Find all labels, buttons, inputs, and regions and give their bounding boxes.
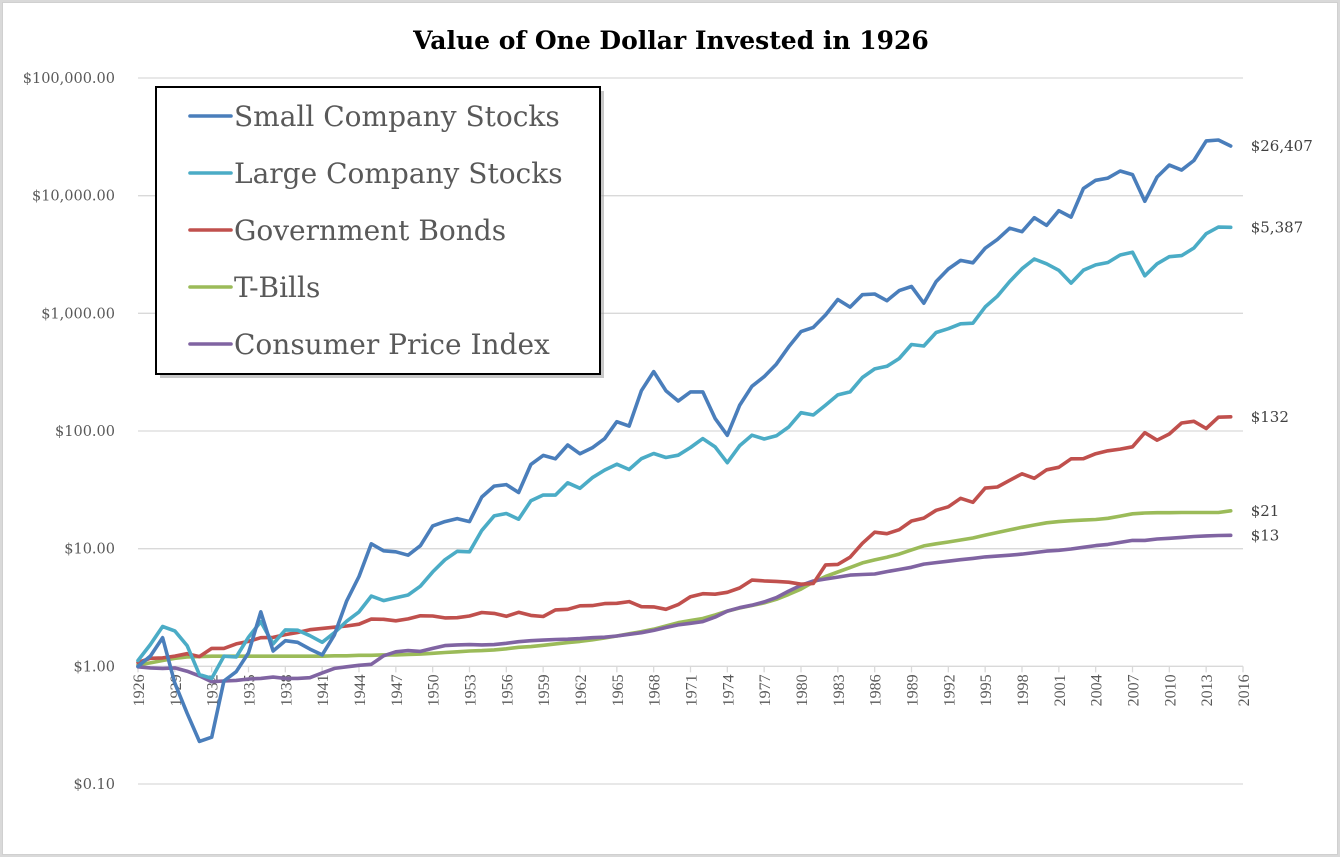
x-tick-label: 1989	[905, 674, 922, 706]
x-tick-label: 2004	[1089, 674, 1106, 706]
y-axis-labels: $100,000.00 $10,000.00 $1,000.00 $100.00 $10…	[23, 71, 115, 793]
y-tick-label: $10.00	[64, 542, 115, 558]
x-tick-label: 2010	[1162, 674, 1179, 706]
series-line-small-company-stocks	[136, 138, 1233, 744]
legend-label: T-Bills	[234, 271, 320, 304]
series-line-government-bonds	[136, 414, 1233, 665]
x-tick-label: 1965	[610, 674, 627, 706]
y-tick-label: $1,000.00	[41, 306, 115, 322]
legend-label: Government Bonds	[234, 214, 506, 247]
legend-label: Consumer Price Index	[234, 328, 550, 361]
y-tick-label: $100.00	[55, 424, 115, 440]
x-tick-label: 1935	[242, 674, 259, 706]
legend: Small Company Stocks Large Company Stocks…	[155, 86, 604, 378]
x-tick-label: 1941	[315, 674, 332, 706]
y-tick-label: $1.00	[73, 659, 115, 675]
x-tick-label: 1953	[463, 674, 480, 706]
end-label-government-bonds: $132	[1251, 408, 1289, 426]
y-tick-label: $100,000.00	[23, 71, 115, 87]
x-tick-label: 1998	[1015, 674, 1032, 706]
series-line-consumer-price-index	[136, 533, 1233, 684]
x-tick-label: 1938	[278, 674, 295, 706]
x-tick-label: 2007	[1126, 674, 1143, 706]
x-tick-label: 1944	[352, 674, 369, 706]
x-tick-label: 1974	[720, 674, 737, 706]
x-tick-label: 1992	[941, 674, 958, 706]
x-tick-label: 1986	[868, 674, 885, 706]
legend-label: Small Company Stocks	[234, 100, 560, 133]
legend-item-t-bills: T-Bills	[188, 271, 320, 304]
x-axis: 1926 1929 1932 1935 1938 1941 1944 1947 1950 1953…	[131, 665, 1253, 706]
x-tick-label: 2016	[1236, 674, 1253, 706]
x-tick-label: 1983	[831, 674, 848, 706]
legend-item-consumer-price-index: Consumer Price Index	[188, 328, 550, 361]
x-tick-label: 1977	[757, 674, 774, 706]
x-tick-label: 1968	[647, 674, 664, 706]
x-tick-label: 1956	[499, 674, 516, 706]
end-value-labels: $26,407 $5,387 $132 $21 $13	[1251, 137, 1313, 544]
legend-label: Large Company Stocks	[234, 157, 563, 190]
legend-item-small-company-stocks: Small Company Stocks	[188, 100, 560, 133]
chart: Value of One Dollar Invested in 1926 $10…	[23, 26, 1313, 793]
series-line-t-bills	[136, 508, 1233, 667]
x-tick-label: 1950	[426, 674, 443, 706]
end-label-small-company-stocks: $26,407	[1251, 137, 1313, 155]
y-tick-label: $0.10	[73, 777, 115, 793]
end-label-large-company-stocks: $5,387	[1251, 218, 1304, 236]
x-tick-label: 1995	[978, 674, 995, 706]
y-tick-label: $10,000.00	[32, 189, 115, 205]
series-lines	[136, 138, 1233, 744]
x-tick-label: 1959	[536, 674, 553, 706]
series-line-large-company-stocks	[136, 225, 1233, 681]
chart-title: Value of One Dollar Invested in 1926	[412, 26, 929, 55]
end-label-consumer-price-index: $13	[1251, 526, 1280, 544]
x-tick-label: 1980	[794, 674, 811, 706]
x-tick-label: 1947	[389, 674, 406, 706]
legend-item-large-company-stocks: Large Company Stocks	[188, 157, 563, 190]
x-tick-label: 1971	[684, 674, 701, 706]
x-tick-label: 1962	[573, 674, 590, 706]
legend-item-government-bonds: Government Bonds	[188, 214, 506, 247]
x-tick-label: 1926	[131, 674, 148, 706]
x-tick-label: 2013	[1199, 674, 1216, 706]
x-tick-label: 2001	[1052, 674, 1069, 706]
end-label-t-bills: $21	[1251, 502, 1280, 520]
